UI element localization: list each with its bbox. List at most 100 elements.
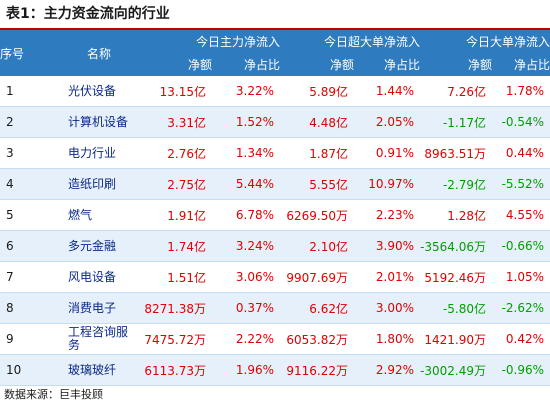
net-amount-cell: 1421.90万 (424, 332, 487, 347)
net-amount-cell: 7.26亿 (447, 84, 487, 99)
header-net-amount: 净额 (330, 58, 355, 72)
net-amount-cell: 2.76亿 (167, 146, 206, 161)
net-amount-cell: 8963.51万 (424, 146, 487, 161)
net-amount-cell: 1.74亿 (167, 239, 206, 254)
net-amount-cell: 6113.73万 (144, 363, 206, 378)
net-amount-cell: 5192.46万 (424, 270, 487, 285)
industry-name-text: 计算机设备 (68, 115, 129, 129)
net-ratio-cell: 3.24% (235, 239, 275, 253)
net-amount-cell: 8271.38万 (144, 301, 206, 316)
net-amount-cell: 6269.50万 (286, 208, 349, 223)
table-row: 3 电力行业 2.76亿 1.34% 1.87亿 0.91% 8963.51万 0.44% (0, 137, 550, 169)
header-net-ratio: 净占比 (244, 58, 281, 72)
net-ratio-cell: 0.91% (375, 146, 415, 160)
industry-name: 多元金融 (58, 231, 140, 262)
net-amount-cell: -2.79亿 (442, 177, 487, 192)
net-ratio-cell: 3.00% (375, 301, 415, 315)
industry-name: 计算机设备 (58, 107, 140, 138)
net-ratio-cell: 2.01% (375, 270, 415, 284)
industry-name: 燃气 (58, 200, 140, 231)
industry-name: 工程咨询服务 (58, 324, 140, 355)
industry-name: 造纸印刷 (58, 169, 140, 200)
table-row: 9 工程咨询服务 7475.72万 2.22% 6053.82万 1.80% 1421.90… (0, 323, 550, 355)
header-group-large: 今日大单净流入 (466, 35, 550, 49)
net-amount-cell: -3002.49万 (420, 363, 487, 378)
net-amount-cell: 5.55亿 (309, 177, 349, 192)
fund-flow-table: 序号 名称 今日主力净流入 今日超大单净流入 今日大单净流入 净额 净占比 净额… (0, 30, 550, 386)
header-index: 序号 (0, 46, 25, 61)
table-row: 6 多元金融 1.74亿 3.24% 2.10亿 3.90% -3564.06万 -0.66% (0, 230, 550, 262)
net-ratio-cell: -0.54% (501, 115, 545, 129)
industry-name-text: 玻璃玻纤 (68, 363, 117, 377)
source-note: 数据来源：巨丰投顾 (4, 388, 103, 401)
net-ratio-cell: 4.55% (505, 208, 545, 222)
net-amount-cell: 1.91亿 (167, 208, 206, 223)
industry-name-text: 电力行业 (68, 146, 117, 160)
header-name: 名称 (86, 46, 111, 61)
net-ratio-cell: 3.90% (375, 239, 415, 253)
net-amount-cell: -5.80亿 (442, 301, 487, 316)
industry-name: 玻璃玻纤 (58, 355, 140, 386)
header-net-ratio: 净占比 (514, 58, 550, 72)
industry-name: 消费电子 (58, 293, 140, 324)
industry-name-text: 造纸印刷 (68, 177, 117, 191)
table-title: 表1：主力资金流向的行业 (6, 6, 170, 22)
row-index: 10 (6, 363, 22, 377)
net-ratio-cell: -5.52% (501, 177, 545, 191)
row-index: 2 (6, 115, 14, 129)
net-amount-cell: 1.87亿 (309, 146, 349, 161)
industry-name-text: 多元金融 (68, 239, 117, 253)
net-amount-cell: 1.51亿 (167, 270, 206, 285)
net-amount-cell: -3564.06万 (420, 239, 487, 254)
net-ratio-cell: -0.96% (501, 363, 545, 377)
net-amount-cell: 1.28亿 (447, 208, 487, 223)
header-group-main: 今日主力净流入 (196, 35, 281, 49)
header-row-groups: 序号 名称 今日主力净流入 今日超大单净流入 今日大单净流入 (0, 30, 550, 61)
header-net-amount: 净额 (468, 58, 493, 72)
net-ratio-cell: 1.80% (375, 332, 415, 346)
net-ratio-cell: 2.23% (375, 208, 415, 222)
net-amount-cell: 6053.82万 (286, 332, 349, 347)
net-amount-cell: 3.31亿 (167, 115, 206, 130)
table-row: 1 光伏设备 13.15亿 3.22% 5.89亿 1.44% 7.26亿 1.78% (0, 76, 550, 107)
header-group-super: 今日超大单净流入 (324, 35, 421, 49)
industry-name-text: 工程咨询服务 (68, 325, 129, 352)
net-ratio-cell: -0.66% (501, 239, 545, 253)
net-ratio-cell: 6.78% (235, 208, 275, 222)
industry-name-text: 燃气 (68, 208, 93, 222)
net-ratio-cell: 1.34% (235, 146, 275, 160)
industry-name-text: 风电设备 (68, 270, 117, 284)
net-ratio-cell: 2.05% (375, 115, 415, 129)
table-row: 8 消费电子 8271.38万 0.37% 6.62亿 3.00% -5.80亿 -2.62% (0, 292, 550, 324)
net-ratio-cell: 1.78% (505, 84, 545, 98)
net-ratio-cell: 1.96% (235, 363, 275, 377)
net-amount-cell: 4.48亿 (309, 115, 349, 130)
header-net-amount: 净额 (187, 58, 212, 72)
table-row: 4 造纸印刷 2.75亿 5.44% 5.55亿 10.97% -2.79亿 -5.52% (0, 168, 550, 200)
net-amount-cell: 9116.22万 (286, 363, 349, 378)
title-divider (0, 28, 550, 30)
net-ratio-cell: 1.05% (505, 270, 545, 284)
net-ratio-cell: 0.42% (505, 332, 545, 346)
net-amount-cell: 6.62亿 (309, 301, 349, 316)
net-ratio-cell: -2.62% (501, 301, 545, 315)
row-index: 4 (6, 177, 14, 191)
industry-name: 光伏设备 (58, 76, 140, 107)
table-row: 5 燃气 1.91亿 6.78% 6269.50万 2.23% 1.28亿 4.55% (0, 199, 550, 231)
net-ratio-cell: 0.37% (235, 301, 275, 315)
industry-name: 电力行业 (58, 138, 140, 169)
row-index: 9 (6, 332, 14, 346)
net-amount-cell: 2.75亿 (167, 177, 206, 192)
table-row: 7 风电设备 1.51亿 3.06% 9907.69万 2.01% 5192.46万 1.05… (0, 261, 550, 293)
row-index: 1 (6, 84, 14, 98)
net-ratio-cell: 1.52% (235, 115, 275, 129)
net-ratio-cell: 3.22% (235, 84, 275, 98)
table-row: 2 计算机设备 3.31亿 1.52% 4.48亿 2.05% -1.17亿 -0.54% (0, 106, 550, 138)
net-amount-cell: 13.15亿 (159, 84, 206, 99)
net-ratio-cell: 2.22% (235, 332, 275, 346)
net-ratio-cell: 10.97% (368, 177, 415, 191)
net-amount-cell: 9907.69万 (286, 270, 349, 285)
net-ratio-cell: 0.44% (505, 146, 545, 160)
row-index: 8 (6, 301, 14, 315)
industry-name-text: 光伏设备 (68, 84, 117, 98)
